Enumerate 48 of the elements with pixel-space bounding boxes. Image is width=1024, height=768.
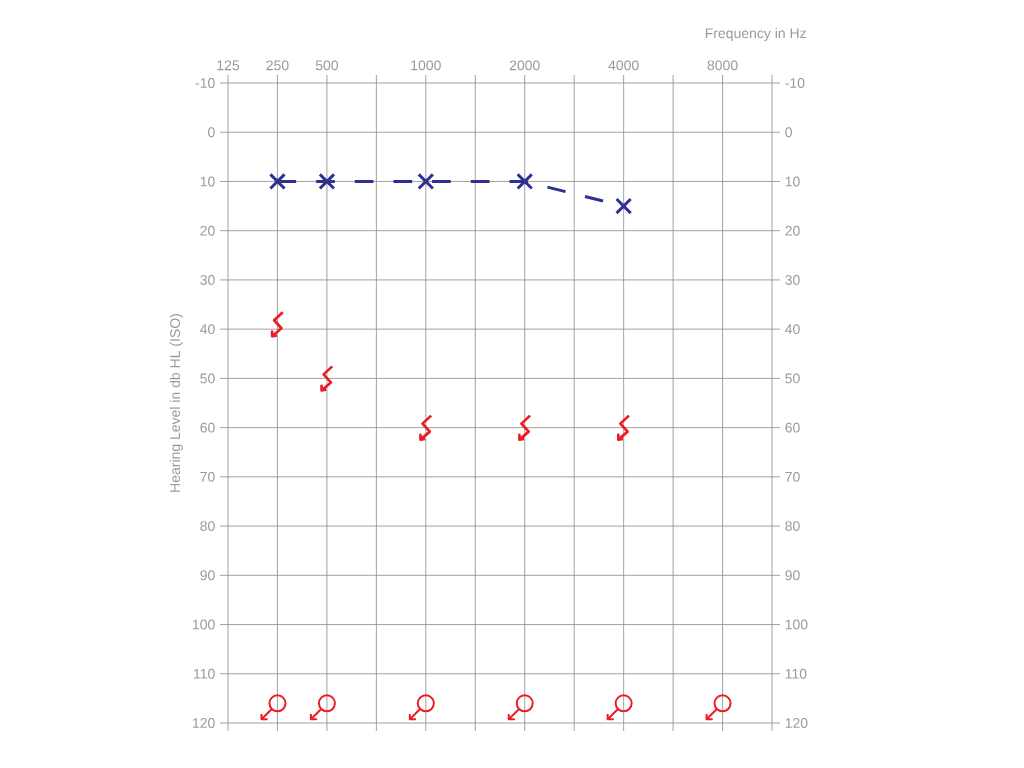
point <box>268 694 287 713</box>
y-axis-title: Hearing Level in db HL (ISO) <box>169 314 183 492</box>
y-tick-label: 0 <box>208 127 215 138</box>
point <box>516 172 534 191</box>
y2-tick-label: 110 <box>785 668 807 679</box>
x-tick-label: 125 <box>217 60 240 71</box>
x-tick-label: 4000 <box>608 60 639 71</box>
point <box>615 197 633 215</box>
y2-tick-label: 100 <box>785 619 808 630</box>
x-axis-title: Frequency in Hz <box>705 27 806 41</box>
y2-tick-label: 50 <box>785 373 800 384</box>
y2-tick-label: 80 <box>785 521 800 532</box>
y2-tick-label: 90 <box>785 570 800 581</box>
y-tick-label: 60 <box>200 422 215 433</box>
y2-tick-label: 0 <box>785 127 792 138</box>
x-tick-label: 1000 <box>411 60 441 71</box>
y2-tick-label: 30 <box>785 274 800 285</box>
point <box>416 694 435 713</box>
y-tick-label: -10 <box>195 78 215 88</box>
y2-tick-label: 120 <box>785 718 808 728</box>
x-tick-label: 2000 <box>509 60 540 71</box>
y-tick-label: 90 <box>200 570 215 581</box>
point <box>614 694 633 713</box>
y2-tick-label: 60 <box>785 422 800 433</box>
point <box>317 694 336 713</box>
x-tick-label: 8000 <box>707 60 738 71</box>
y-tick-label: 100 <box>193 619 215 630</box>
point <box>318 172 336 191</box>
y-tick-label: 40 <box>200 324 215 335</box>
y2-tick-label: -10 <box>785 78 805 88</box>
point <box>268 172 286 191</box>
y-tick-label: 110 <box>194 668 215 679</box>
point <box>713 694 732 713</box>
y-tick-label: 20 <box>200 225 215 236</box>
y2-tick-label: 70 <box>785 471 800 482</box>
y2-tick-label: 40 <box>785 324 800 335</box>
y-tick-label: 70 <box>200 471 215 482</box>
x-tick-label: 500 <box>315 60 339 71</box>
y2-tick-label: 10 <box>785 176 800 187</box>
y-tick-label: 80 <box>200 521 215 532</box>
point <box>515 694 534 713</box>
x-tick-label: 250 <box>266 60 289 71</box>
y-tick-label: 120 <box>193 718 215 728</box>
point <box>417 172 435 191</box>
y-tick-label: 30 <box>200 274 215 285</box>
y-tick-label: 10 <box>200 176 215 187</box>
y-tick-label: 50 <box>200 373 215 384</box>
y2-tick-label: 20 <box>785 225 800 236</box>
